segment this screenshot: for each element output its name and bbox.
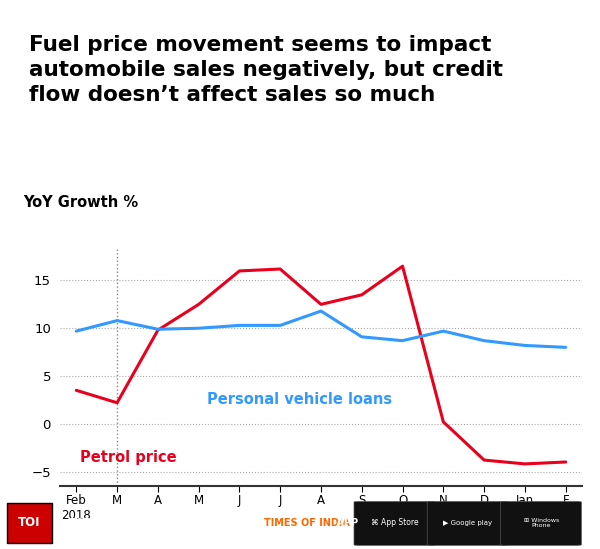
Text: YoY Growth %: YoY Growth % — [23, 194, 139, 210]
FancyBboxPatch shape — [7, 503, 52, 543]
FancyBboxPatch shape — [354, 502, 435, 545]
Text: ⊞ Windows
Phone: ⊞ Windows Phone — [524, 518, 559, 528]
Text: ⌘ App Store: ⌘ App Store — [371, 518, 419, 528]
Text: FOR MORE  INFOGRAPHICS DOWNLOAD: FOR MORE INFOGRAPHICS DOWNLOAD — [69, 518, 287, 528]
FancyBboxPatch shape — [427, 502, 508, 545]
Text: Fuel price movement seems to impact
automobile sales negatively, but credit
flow: Fuel price movement seems to impact auto… — [29, 35, 503, 104]
FancyBboxPatch shape — [500, 502, 581, 545]
Text: Personal vehicle loans: Personal vehicle loans — [207, 393, 392, 407]
Text: APP: APP — [333, 518, 358, 528]
Text: TOI: TOI — [18, 517, 41, 529]
Text: TIMES OF INDIA: TIMES OF INDIA — [264, 518, 350, 528]
Text: ▶ Google play: ▶ Google play — [443, 520, 493, 526]
Text: Petrol price: Petrol price — [80, 450, 177, 464]
